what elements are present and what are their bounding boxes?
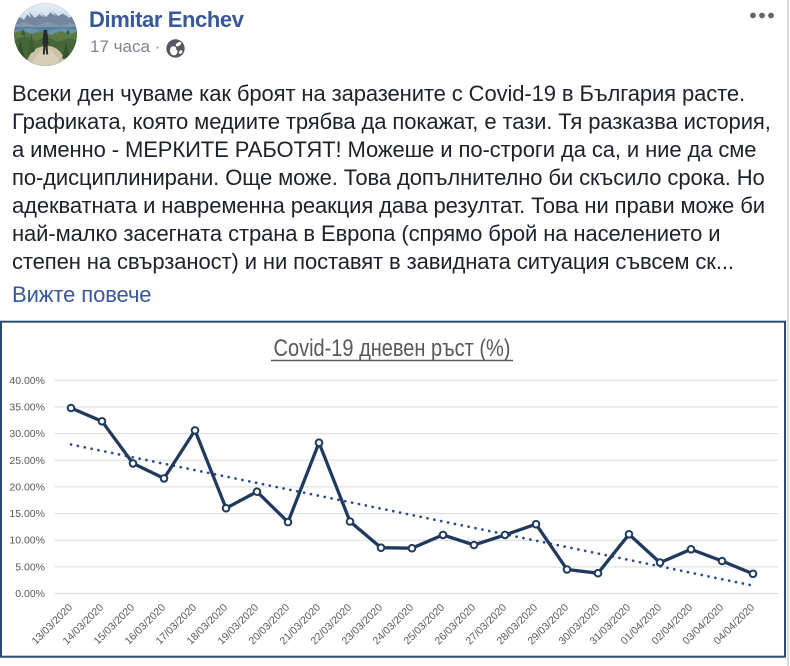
svg-text:30.00%: 30.00%	[9, 428, 45, 440]
svg-text:20.00%: 20.00%	[9, 481, 45, 493]
svg-text:35.00%: 35.00%	[9, 402, 45, 414]
svg-text:40.00%: 40.00%	[9, 375, 45, 387]
svg-text:5.00%: 5.00%	[15, 561, 45, 573]
svg-text:0.00%: 0.00%	[15, 588, 45, 600]
svg-text:10.00%: 10.00%	[9, 535, 45, 547]
svg-text:15.00%: 15.00%	[9, 508, 45, 520]
svg-text:25.00%: 25.00%	[9, 455, 45, 467]
svg-text:Covid-19 дневен ръст (%): Covid-19 дневен ръст (%)	[274, 334, 511, 361]
